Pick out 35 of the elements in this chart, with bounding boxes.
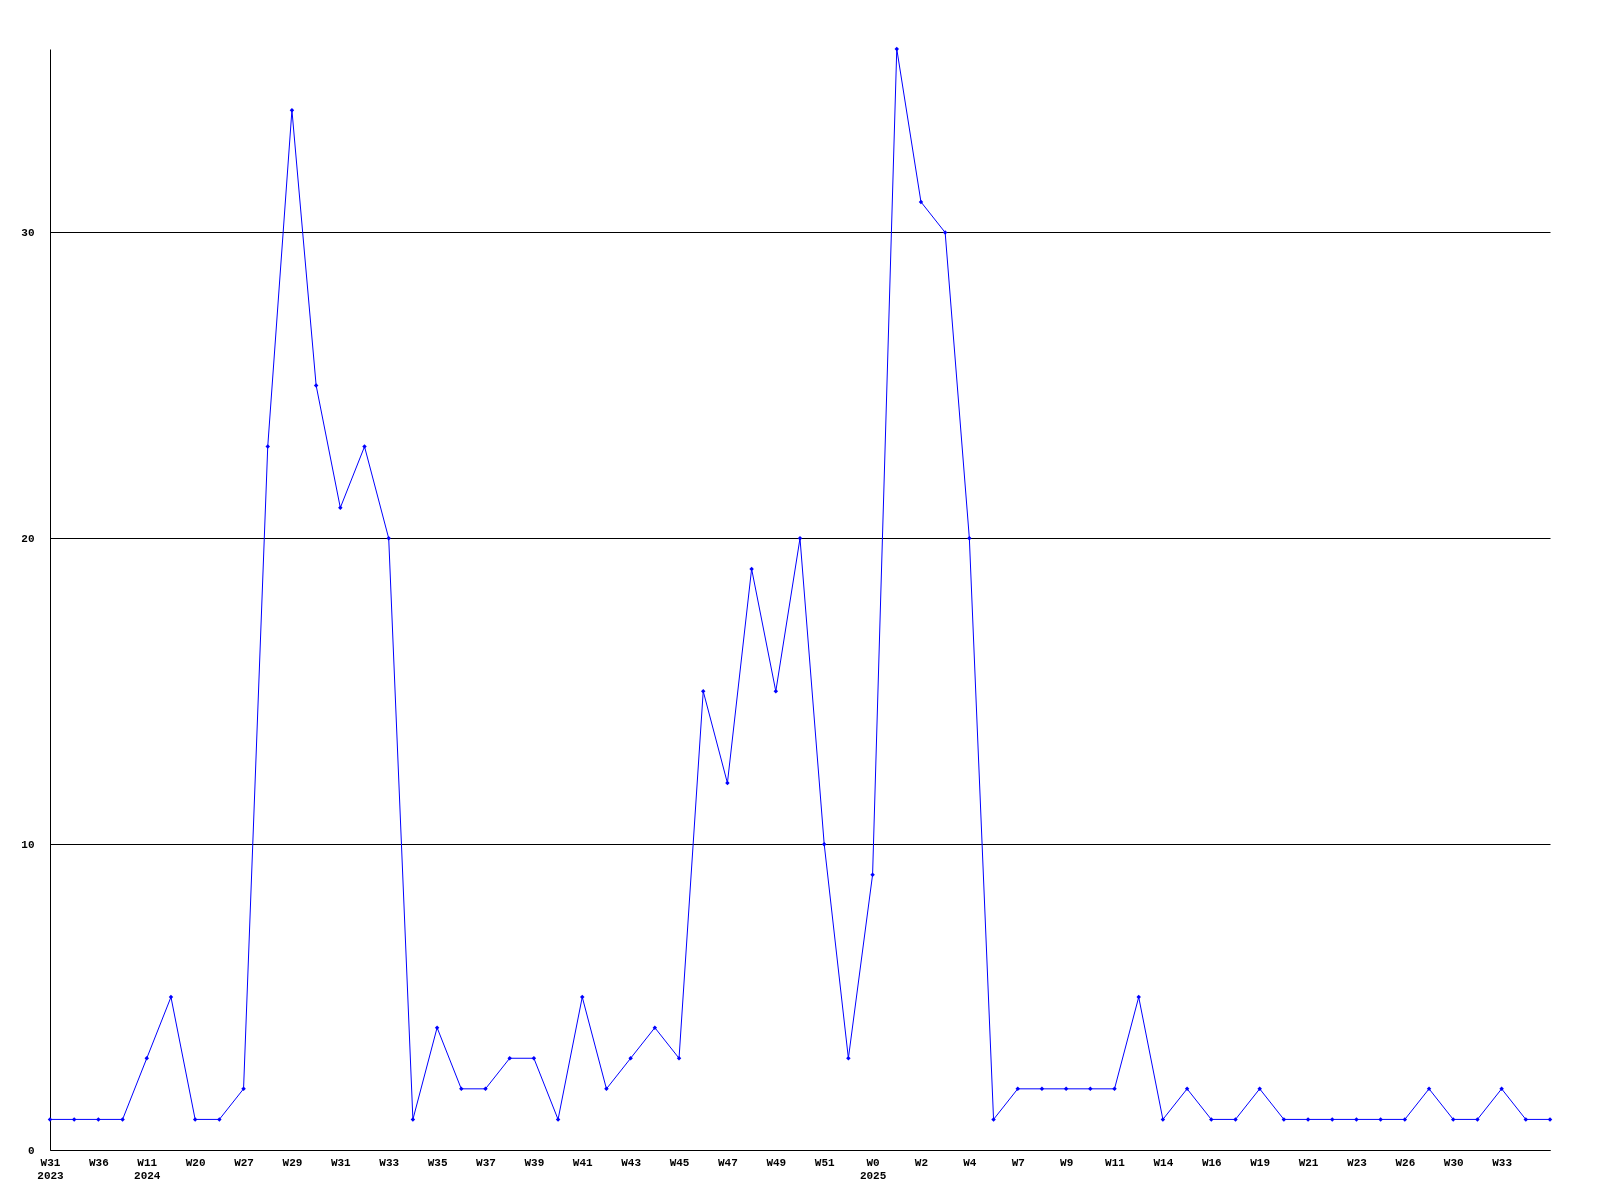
x-tick-label: W7 [1011,1156,1025,1169]
x-tick-label: W31 2023 [37,1156,65,1182]
x-tick-label: W36 [88,1156,109,1169]
y-tick-label: 30 [21,227,35,239]
x-tick-label: W9 [1060,1156,1074,1169]
x-tick-label: W45 [669,1156,690,1169]
x-tick-label: W11 2024 [134,1156,161,1182]
x-tick-label: W43 [621,1156,642,1169]
x-tick-label: W37 [476,1156,496,1169]
y-tick-label: 0 [27,1144,35,1157]
x-tick-label: W0 2025 [859,1156,887,1182]
x-tick-label: W21 [1298,1156,1319,1169]
x-tick-label: W35 [427,1156,448,1169]
x-tick-label: W33 [379,1156,400,1169]
y-tick-label: 20 [21,532,35,545]
x-tick-label: W30 [1443,1156,1464,1169]
x-tick-label: W11 [1105,1156,1126,1169]
x-tick-label: W2 [914,1156,929,1169]
x-tick-label: W39 [524,1156,545,1169]
x-tick-label: W33 [1492,1156,1513,1169]
x-tick-label: W4 [963,1156,977,1169]
x-tick-label: W51 [814,1156,835,1169]
x-tick-label: W47 [718,1156,738,1169]
x-tick-label: W14 [1153,1156,1174,1169]
x-tick-label: W23 [1347,1156,1368,1169]
x-tick-label: W49 [766,1156,787,1169]
x-tick-label: W27 [234,1156,254,1169]
y-tick-label: 10 [21,838,35,851]
x-tick-label: W19 [1250,1156,1271,1169]
x-tick-label: W41 [572,1156,594,1169]
x-tick-label: W26 [1395,1156,1416,1169]
x-tick-label: W20 [185,1156,206,1169]
x-tick-label: W29 [282,1156,303,1169]
x-tick-label: W31 [330,1156,352,1169]
x-tick-label: W16 [1201,1156,1222,1169]
